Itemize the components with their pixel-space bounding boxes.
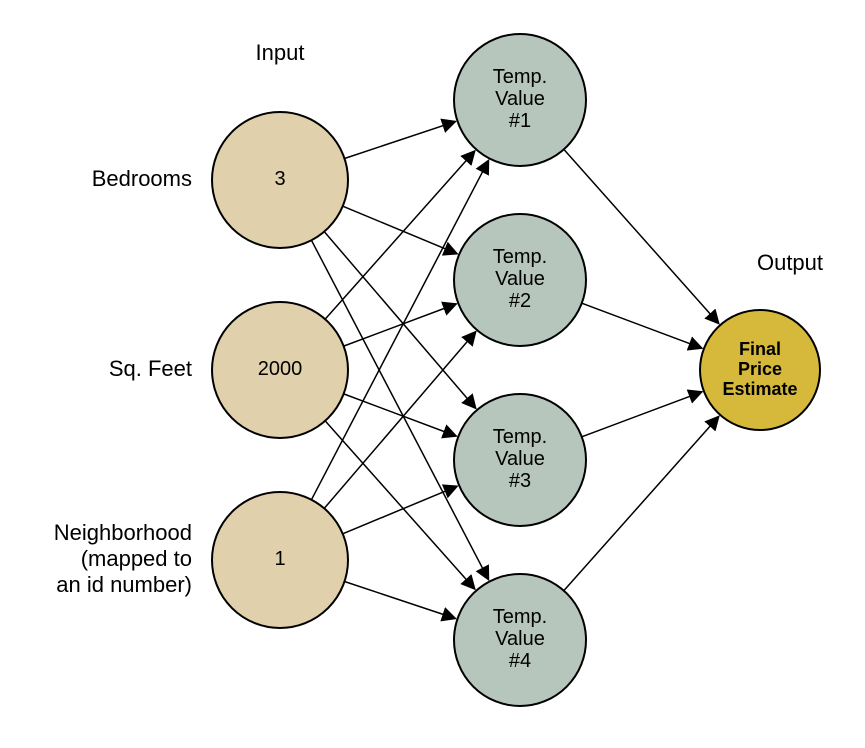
- input-node-value-1: 2000: [258, 358, 303, 380]
- edge: [344, 304, 457, 346]
- input-node-value-2: 1: [274, 548, 285, 570]
- edge: [344, 394, 457, 436]
- input-side-label-2: Neighborhood(mapped toan id number): [54, 520, 192, 597]
- output-header-label: Output: [757, 250, 823, 275]
- edge: [345, 582, 456, 619]
- edge: [582, 303, 702, 348]
- edge: [345, 122, 456, 159]
- input-side-label-1: Sq. Feet: [109, 356, 192, 381]
- edge: [343, 206, 457, 254]
- edges-group: [311, 122, 718, 619]
- edge: [343, 486, 457, 534]
- input-node-value-0: 3: [274, 168, 285, 190]
- edge: [582, 392, 702, 437]
- edge: [564, 416, 719, 590]
- input-side-label-0: Bedrooms: [92, 166, 192, 191]
- input-header-label: Input: [256, 40, 305, 65]
- labels-group: Bedrooms Sq. Feet Neighborhood(mapped toan…: [54, 40, 823, 597]
- nodes-group: 320001Temp.Value#1Temp.Value#2Temp.Value…: [212, 34, 820, 706]
- neural-network-diagram: 320001Temp.Value#1Temp.Value#2Temp.Value…: [0, 0, 865, 748]
- edge: [564, 149, 719, 323]
